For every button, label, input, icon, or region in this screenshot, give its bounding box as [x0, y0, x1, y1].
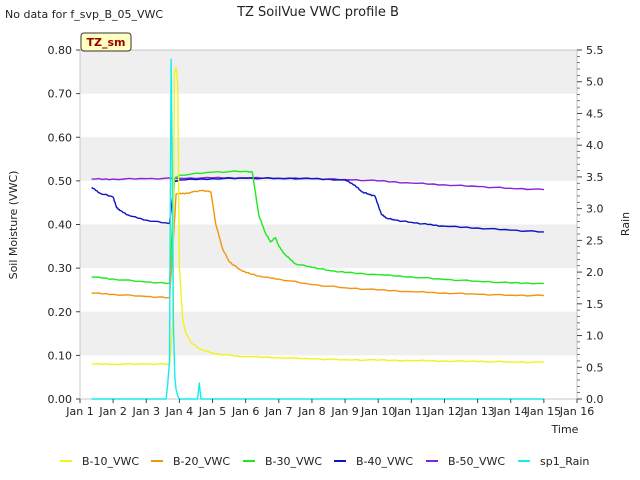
y-right-tick-label: 3.0: [586, 203, 604, 216]
x-tick-label: Jan 3: [132, 405, 160, 418]
y-right-tick-label: 3.5: [586, 171, 604, 184]
grid-band: [80, 50, 577, 94]
x-tick-label: Jan 14: [493, 405, 528, 418]
y-right-tick-label: 4.5: [586, 107, 604, 120]
y-left-tick-label: 0.00: [48, 393, 73, 406]
y-left-tick-label: 0.70: [48, 88, 73, 101]
legend-label: B-40_VWC: [356, 455, 413, 468]
site-badge: TZ_sm: [80, 32, 132, 52]
x-tick-label: Jan 7: [264, 405, 292, 418]
legend: B-10_VWC B-20_VWC B-30_VWC B-40_VWC B-50_VWC…: [60, 455, 589, 468]
x-tick-label: Jan 12: [426, 405, 461, 418]
y-right-tick-label: 2.5: [586, 234, 604, 247]
x-tick-label: Jan 8: [297, 405, 325, 418]
y-right-tick-label: 1.0: [586, 330, 604, 343]
grid-band: [80, 137, 577, 181]
x-tick-label: Jan 2: [98, 405, 126, 418]
y-left-tick-label: 0.50: [48, 175, 73, 188]
x-tick-label: Jan 5: [198, 405, 226, 418]
legend-label: B-30_VWC: [265, 455, 322, 468]
series-layer: [91, 58, 544, 400]
plot-background-bands: [80, 50, 577, 356]
chart-title: TZ SoilVue VWC profile B: [236, 5, 399, 20]
y-left-tick-label: 0.40: [48, 219, 73, 232]
grid-band: [80, 311, 577, 356]
y-left-tick-label: 0.60: [48, 131, 73, 144]
y-left-tick-label: 0.80: [48, 44, 73, 57]
y-right-tick-label: 0.0: [586, 393, 604, 406]
x-tick-label: Jan 6: [231, 405, 259, 418]
series-line-sp1-rain: [91, 58, 544, 400]
series-line-b-40-vwc: [91, 176, 544, 233]
legend-label: sp1_Rain: [540, 455, 589, 468]
y-left-tick-label: 0.20: [48, 306, 73, 319]
y-axis-label-right: Rain: [619, 212, 632, 236]
y-axis-label-left: Soil Moisture (VWC): [7, 171, 20, 280]
site-badge-label: TZ_sm: [87, 36, 126, 49]
y-right-tick-label: 2.0: [586, 266, 604, 279]
y-left-tick-label: 0.10: [48, 349, 73, 362]
y-right-tick-label: 0.5: [586, 361, 604, 374]
legend-label: B-20_VWC: [173, 455, 230, 468]
no-data-note: No data for f_svp_B_05_VWC: [5, 8, 163, 21]
y-right-tick-label: 4.0: [586, 139, 604, 152]
x-axis: Jan 1 Jan 2 Jan 3 Jan 4 Jan 5 Jan 6 Jan 7 Jan 8…: [65, 399, 594, 418]
y-axis-right: 0.0 0.5 1.0 1.5 2.0 2.5 3.0 3.5 4.0 4.5 5.0 5.5: [577, 44, 604, 406]
y-right-tick-label: 1.5: [586, 298, 604, 311]
x-tick-label: Jan 13: [459, 405, 494, 418]
x-tick-label: Jan 1: [65, 405, 93, 418]
y-right-tick-label: 5.5: [586, 44, 604, 57]
x-tick-label: Jan 4: [165, 405, 193, 418]
x-tick-label: Jan 11: [393, 405, 428, 418]
x-tick-label: Jan 15: [526, 405, 561, 418]
x-tick-label: Jan 9: [330, 405, 358, 418]
y-left-tick-label: 0.30: [48, 262, 73, 275]
legend-label: B-10_VWC: [82, 455, 139, 468]
y-axis-left: 0.00 0.10 0.20 0.30 0.40 0.50 0.60 0.70 0.80: [48, 44, 80, 406]
y-right-tick-label: 5.0: [586, 76, 604, 89]
x-tick-label: Jan 10: [360, 405, 395, 418]
grid-band: [80, 224, 577, 269]
legend-label: B-50_VWC: [448, 455, 505, 468]
x-axis-label: Time: [551, 423, 579, 436]
x-tick-label: Jan 16: [559, 405, 594, 418]
